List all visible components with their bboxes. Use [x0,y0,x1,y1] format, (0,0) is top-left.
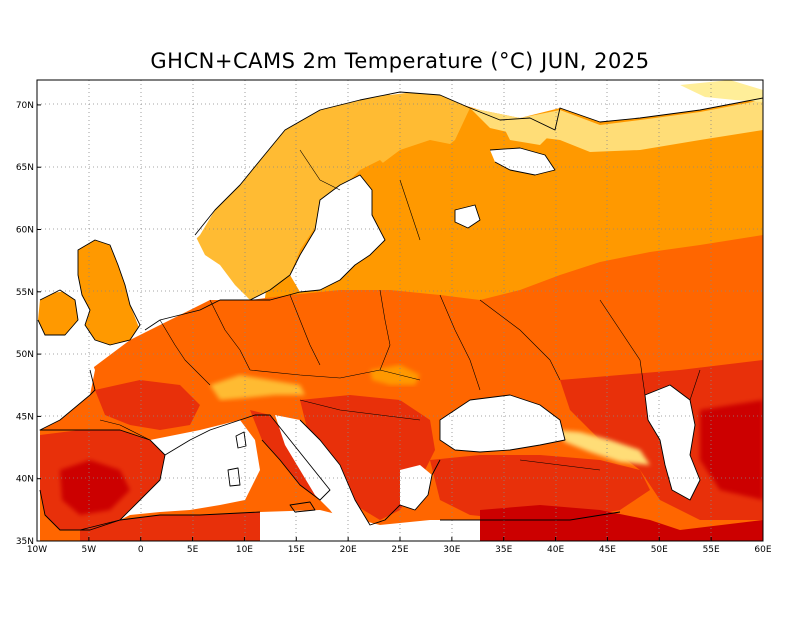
arctic-pale-band [470,100,763,152]
y-tick-label: 40N [16,475,34,485]
land-british-isles [78,240,140,345]
x-tick-label: 5W [82,545,97,555]
land-ireland [38,290,78,335]
land-north-africa [80,512,260,541]
sea-mediterranean-east [260,510,480,541]
caucasus-cool [555,430,650,465]
x-tick-label: 55E [703,545,720,555]
sea-aegean [400,465,432,510]
carpathians-cool [370,365,420,385]
y-tick-label: 65N [16,163,34,173]
iberia-hot-core [60,460,130,515]
sea-bay-of-biscay [40,340,95,430]
x-tick-label: 60E [754,545,771,555]
x-tick-label: 30E [443,545,460,555]
arctic-very-pale [680,80,763,102]
land-france-south [95,380,200,430]
y-axis: 35N 40N 45N 50N 55N 60N 65N 70N [16,101,41,547]
y-tick-label: 70N [16,101,34,111]
sea-black [440,395,565,452]
x-tick-label: 20E [340,545,357,555]
sea-white [490,148,555,175]
x-tick-label: 25E [391,545,408,555]
x-tick-label: 5E [187,545,199,555]
map-title: GHCN+CAMS 2m Temperature (°C) JUN, 2025 [150,49,649,73]
x-tick-label: 45E [599,545,616,555]
sea-norwegian [37,80,380,240]
sea-caspian [645,385,700,500]
country-borders [99,149,701,471]
x-tick-label: 0 [138,545,144,555]
gridlines [37,80,763,541]
alps-cool [210,375,305,400]
coastlines [37,91,763,531]
x-tick-label: 10W [27,545,47,555]
sea-adriatic-ionian [275,415,370,530]
sea-barents [380,80,700,118]
x-axis: 10W 5W 0 5E 10E 15E 20E 25E 30E 35E 40E 45E 50E 55E 60… [27,537,772,555]
land-middle-east [480,505,763,541]
land-finland [372,140,465,245]
x-tick-label: 50E [651,545,668,555]
lake-ladoga-onega [455,205,480,228]
sea-baltic [290,175,385,292]
x-tick-label: 15E [288,545,305,555]
x-tick-label: 10E [236,545,253,555]
x-tick-label: 35E [495,545,512,555]
y-tick-label: 55N [16,288,34,298]
sea-atlantic-west [37,235,78,300]
kola-pale [500,118,555,145]
land-turkey [430,455,650,520]
x-tick-label: 40E [547,545,564,555]
y-tick-label: 45N [16,412,34,422]
y-tick-label: 35N [16,537,34,547]
sea-north [118,150,230,330]
central-asia-hot [700,400,763,500]
map-plot-area [37,80,763,541]
y-tick-label: 60N [16,226,34,236]
y-tick-label: 50N [16,350,34,360]
